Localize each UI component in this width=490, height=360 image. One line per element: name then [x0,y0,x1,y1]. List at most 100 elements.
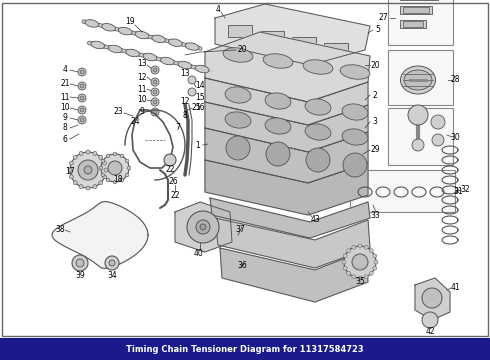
Text: 1: 1 [196,140,200,149]
Text: 20: 20 [237,45,247,54]
Text: 39: 39 [75,270,85,279]
Circle shape [127,166,131,170]
Polygon shape [215,4,370,65]
Ellipse shape [169,39,182,46]
Circle shape [72,255,88,271]
Circle shape [101,154,129,182]
Circle shape [106,154,110,158]
Circle shape [358,244,362,248]
Circle shape [78,106,86,114]
Circle shape [80,84,84,88]
Circle shape [369,249,373,253]
Text: 42: 42 [425,328,435,337]
Text: 25: 25 [191,104,201,112]
Circle shape [196,220,210,234]
Text: 9: 9 [140,107,145,116]
Ellipse shape [265,118,291,134]
Circle shape [86,150,90,154]
Text: 22: 22 [170,190,180,199]
Circle shape [98,181,103,185]
Ellipse shape [102,23,116,31]
Text: 33: 33 [370,211,380,220]
Ellipse shape [108,45,122,53]
Ellipse shape [265,93,291,109]
Bar [260,31,284,43]
Circle shape [68,168,72,172]
Bar [403,7,429,13]
Circle shape [93,151,97,156]
Text: 38: 38 [55,225,65,234]
Text: 2: 2 [372,90,377,99]
Polygon shape [175,202,232,252]
Circle shape [343,266,347,270]
Circle shape [78,116,86,124]
Text: 29: 29 [370,145,380,154]
Ellipse shape [303,60,333,74]
Circle shape [153,110,157,114]
Text: 4: 4 [216,5,220,14]
Circle shape [80,118,84,122]
Bar [324,43,348,55]
Text: 9: 9 [63,113,68,122]
Circle shape [164,154,176,166]
Ellipse shape [185,43,199,50]
Circle shape [98,155,103,159]
Polygon shape [205,102,368,152]
Text: 34: 34 [107,270,117,279]
Text: Timing Chain Tensioner Diagram for 11317584723: Timing Chain Tensioner Diagram for 11317… [126,345,364,354]
Circle shape [364,245,368,249]
Ellipse shape [404,70,432,90]
Circle shape [105,256,119,270]
Circle shape [120,178,124,182]
Bar [388,108,453,165]
Text: 22: 22 [165,166,175,175]
Circle shape [412,139,424,151]
Circle shape [70,161,74,165]
Polygon shape [220,248,368,302]
Text: 27: 27 [378,13,388,22]
Circle shape [374,260,378,264]
Circle shape [266,142,290,166]
Ellipse shape [340,65,370,79]
Circle shape [151,108,159,116]
Text: 3: 3 [372,117,377,126]
Circle shape [200,224,206,230]
Bar [292,37,316,49]
Circle shape [352,275,356,279]
Circle shape [102,161,107,165]
Text: 35: 35 [355,278,365,287]
Ellipse shape [91,41,105,49]
Text: 17: 17 [65,167,75,176]
Ellipse shape [196,65,209,73]
Circle shape [187,211,219,243]
Circle shape [113,152,117,156]
Ellipse shape [161,57,174,65]
Bar [388,50,453,105]
Ellipse shape [225,87,251,103]
Polygon shape [215,218,370,268]
Ellipse shape [135,31,149,39]
Circle shape [80,108,84,112]
Circle shape [101,173,105,177]
Circle shape [343,153,367,177]
Circle shape [347,249,351,253]
Text: 11: 11 [137,85,147,94]
Circle shape [422,312,438,328]
Bar [0,338,490,360]
Circle shape [151,88,159,96]
Ellipse shape [225,112,251,128]
Text: 41: 41 [450,284,460,292]
Circle shape [188,76,196,84]
Circle shape [108,161,122,175]
Ellipse shape [223,48,253,62]
Circle shape [153,80,157,84]
Circle shape [352,245,356,249]
Circle shape [109,260,115,266]
Polygon shape [205,160,368,215]
Text: 20: 20 [370,60,380,69]
Circle shape [344,246,376,278]
Text: 31: 31 [453,188,463,197]
Circle shape [151,78,159,86]
Ellipse shape [263,54,293,68]
Ellipse shape [305,124,331,140]
